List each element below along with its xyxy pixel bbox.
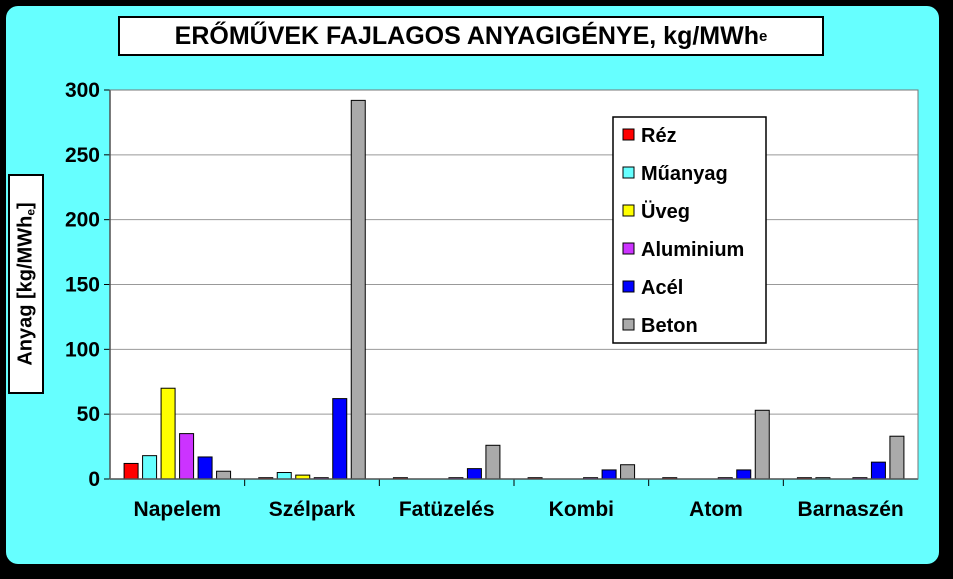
bar-napelem-4 [179, 433, 195, 480]
legend-label: Acél [641, 277, 683, 299]
bar-szélpark-2 [276, 472, 292, 480]
y-tick-label: 300 [65, 79, 100, 102]
bar-kombi-6 [620, 464, 636, 480]
legend-label: Műanyag [641, 163, 728, 185]
legend-label: Beton [641, 315, 698, 337]
plot-border [109, 89, 919, 480]
y-axis-label-box: Anyag [kg/MWhe] [8, 174, 44, 394]
y-tick-label: 50 [77, 403, 100, 426]
bar-napelem-1 [123, 462, 139, 480]
legend-label: Üveg [641, 200, 690, 223]
legend-label: Aluminium [641, 239, 744, 261]
bar-napelem-2 [142, 455, 158, 480]
chart-title: ERŐMŰVEK FAJLAGOS ANYAGIGÉNYE, kg/MWh e [118, 16, 824, 56]
bar-fatüzelés-5 [466, 468, 482, 480]
legend-swatch [622, 204, 635, 217]
legend: Réz Műanyag Üveg Aluminium Acél Beton [612, 116, 767, 344]
y-tick-label: 0 [88, 468, 100, 491]
bars [123, 99, 905, 480]
bar-atom-5 [736, 469, 752, 480]
x-tick-label: Napelem [134, 498, 222, 521]
legend-swatch [622, 166, 635, 179]
x-tick-label: Barnaszén [798, 498, 904, 521]
bar-napelem-5 [197, 456, 213, 480]
chart-title-subscript: e [758, 27, 768, 45]
legend-swatch [622, 128, 635, 141]
x-tick-label: Fatüzelés [399, 498, 495, 521]
y-tick-label: 150 [65, 274, 100, 297]
y-tick-label: 100 [65, 338, 100, 361]
bar-barnaszén-5 [870, 461, 886, 480]
chart-title-text: ERŐMŰVEK FAJLAGOS ANYAGIGÉNYE, kg/MWh [174, 21, 759, 50]
legend-swatch [622, 280, 635, 293]
bar-napelem-3 [160, 387, 176, 480]
x-tick-label: Atom [689, 498, 743, 521]
legend-label: Réz [641, 125, 677, 147]
x-tick-label: Szélpark [269, 498, 356, 521]
bar-atom-6 [754, 409, 770, 480]
bar-szélpark-6 [350, 99, 366, 480]
bar-napelem-6 [216, 470, 232, 480]
bar-szélpark-5 [332, 398, 348, 480]
bar-kombi-5 [601, 469, 617, 480]
axes: 0 50 100 150 200 250 300 Napelem Szélpark Fatüzel… [65, 79, 919, 521]
bar-fatüzelés-6 [485, 444, 501, 480]
legend-swatch [622, 242, 635, 255]
y-tick-label: 200 [65, 209, 100, 232]
legend-box [612, 116, 767, 344]
legend-swatch [622, 318, 635, 331]
bar-barnaszén-6 [889, 435, 905, 480]
x-tick-label: Kombi [549, 498, 614, 521]
y-tick-label: 250 [65, 144, 100, 167]
